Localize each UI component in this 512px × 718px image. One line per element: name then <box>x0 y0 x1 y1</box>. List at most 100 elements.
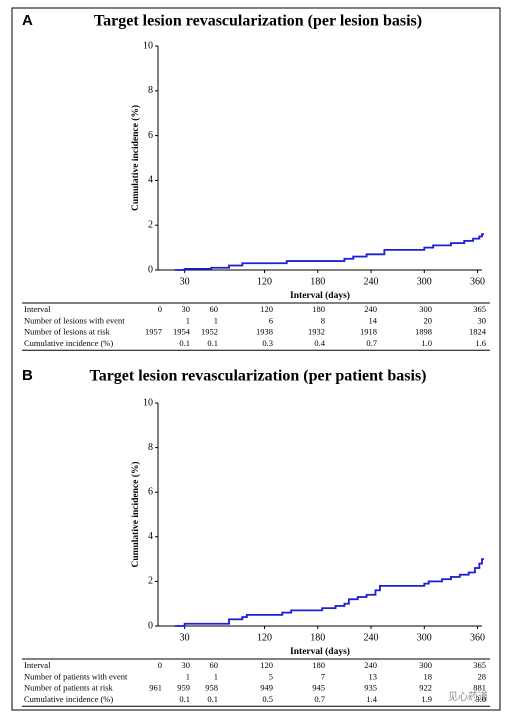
x-tick-label: 180 <box>310 632 325 643</box>
table-cell: 1 <box>214 315 218 325</box>
table-cell: 1 <box>186 671 190 681</box>
y-tick-label: 10 <box>143 397 153 408</box>
y-axis-label: Cumulative incidence (%) <box>130 105 141 211</box>
y-tick-label: 6 <box>148 130 153 141</box>
y-tick-label: 6 <box>148 486 153 497</box>
row-label: Cumulative incidence (%) <box>24 694 113 704</box>
chart-title: Target lesion revascularization (per pat… <box>89 368 426 385</box>
table-cell: 0 <box>158 304 162 314</box>
table-cell: 0.1 <box>179 694 190 704</box>
table-cell: 0.1 <box>207 338 218 348</box>
table-cell: 1952 <box>201 327 218 337</box>
row-label: Number of lesions with event <box>24 315 125 325</box>
table-cell: 1918 <box>360 327 377 337</box>
table-cell: 3.0 <box>475 694 486 704</box>
panel-label: B <box>22 367 33 384</box>
table-cell: 240 <box>364 304 377 314</box>
panel-label: A <box>22 12 33 29</box>
frame <box>11 7 501 711</box>
table-cell: 0 <box>158 660 162 670</box>
x-tick-label: 120 <box>257 276 272 287</box>
x-tick-label: 360 <box>470 632 485 643</box>
table-cell: 13 <box>369 671 378 681</box>
table-cell: 1.6 <box>475 338 486 348</box>
table-cell: 935 <box>364 683 377 693</box>
x-tick-label: 300 <box>417 632 432 643</box>
table-cell: 1898 <box>415 327 432 337</box>
y-tick-label: 4 <box>148 175 153 186</box>
table-cell: 1957 <box>145 327 162 337</box>
table-cell: 365 <box>473 660 486 670</box>
table-cell: 1.4 <box>366 694 377 704</box>
table-cell: 1954 <box>173 327 191 337</box>
table-cell: 922 <box>419 683 432 693</box>
table-cell: 0.7 <box>314 694 325 704</box>
x-tick-label: 30 <box>180 632 190 643</box>
chart-title: Target lesion revascularization (per les… <box>94 13 422 30</box>
row-label: Cumulative incidence (%) <box>24 338 113 348</box>
table-cell: 240 <box>364 660 377 670</box>
table-cell: 28 <box>478 671 487 681</box>
x-tick-label: 300 <box>417 276 432 287</box>
y-tick-label: 2 <box>148 576 153 587</box>
x-axis-label: Interval (days) <box>290 646 350 657</box>
table-cell: 1.9 <box>421 694 432 704</box>
x-tick-label: 240 <box>364 632 379 643</box>
table-cell: 8 <box>321 315 325 325</box>
table-cell: 180 <box>312 660 325 670</box>
table-cell: 0.3 <box>262 338 273 348</box>
y-tick-label: 2 <box>148 219 153 230</box>
table-cell: 961 <box>149 683 162 693</box>
table-cell: 180 <box>312 304 325 314</box>
row-label: Interval <box>24 660 51 670</box>
table-cell: 949 <box>260 683 273 693</box>
table-cell: 0.1 <box>179 338 190 348</box>
table-cell: 5 <box>269 671 273 681</box>
table-cell: 881 <box>473 683 486 693</box>
x-tick-label: 180 <box>310 276 325 287</box>
table-cell: 18 <box>424 671 433 681</box>
x-tick-label: 240 <box>364 276 379 287</box>
y-tick-label: 10 <box>143 40 153 51</box>
y-tick-label: 8 <box>148 442 153 453</box>
table-cell: 14 <box>369 315 378 325</box>
table-cell: 945 <box>312 683 325 693</box>
row-label: Interval <box>24 304 51 314</box>
table-cell: 20 <box>424 315 433 325</box>
table-cell: 7 <box>321 671 325 681</box>
table-cell: 0.4 <box>314 338 325 348</box>
x-axis-label: Interval (days) <box>290 290 350 301</box>
table-cell: 120 <box>260 304 273 314</box>
x-tick-label: 30 <box>180 276 190 287</box>
table-cell: 300 <box>419 660 432 670</box>
table-cell: 365 <box>473 304 486 314</box>
row-label: Number of patients at risk <box>24 683 114 693</box>
watermark: 见心药道 <box>448 690 488 703</box>
y-tick-label: 0 <box>148 620 153 631</box>
table-cell: 120 <box>260 660 273 670</box>
table-cell: 959 <box>177 683 190 693</box>
table-cell: 0.1 <box>207 694 218 704</box>
table-cell: 30 <box>182 660 191 670</box>
table-cell: 1 <box>186 315 190 325</box>
table-cell: 60 <box>210 660 219 670</box>
table-cell: 1 <box>214 671 218 681</box>
table-cell: 0.5 <box>262 694 273 704</box>
table-cell: 30 <box>478 315 487 325</box>
table-cell: 300 <box>419 304 432 314</box>
table-cell: 1932 <box>308 327 325 337</box>
table-cell: 1824 <box>469 327 487 337</box>
y-tick-label: 8 <box>148 85 153 96</box>
table-cell: 958 <box>205 683 218 693</box>
table-cell: 30 <box>182 304 191 314</box>
table-cell: 6 <box>269 315 273 325</box>
row-label: Number of patients with event <box>24 671 128 681</box>
table-cell: 60 <box>210 304 219 314</box>
y-tick-label: 4 <box>148 531 153 542</box>
table-cell: 1.0 <box>421 338 432 348</box>
table-cell: 0.7 <box>366 338 377 348</box>
x-tick-label: 120 <box>257 632 272 643</box>
y-axis-label: Cumulative incidence (%) <box>130 461 141 567</box>
y-tick-label: 0 <box>148 264 153 275</box>
